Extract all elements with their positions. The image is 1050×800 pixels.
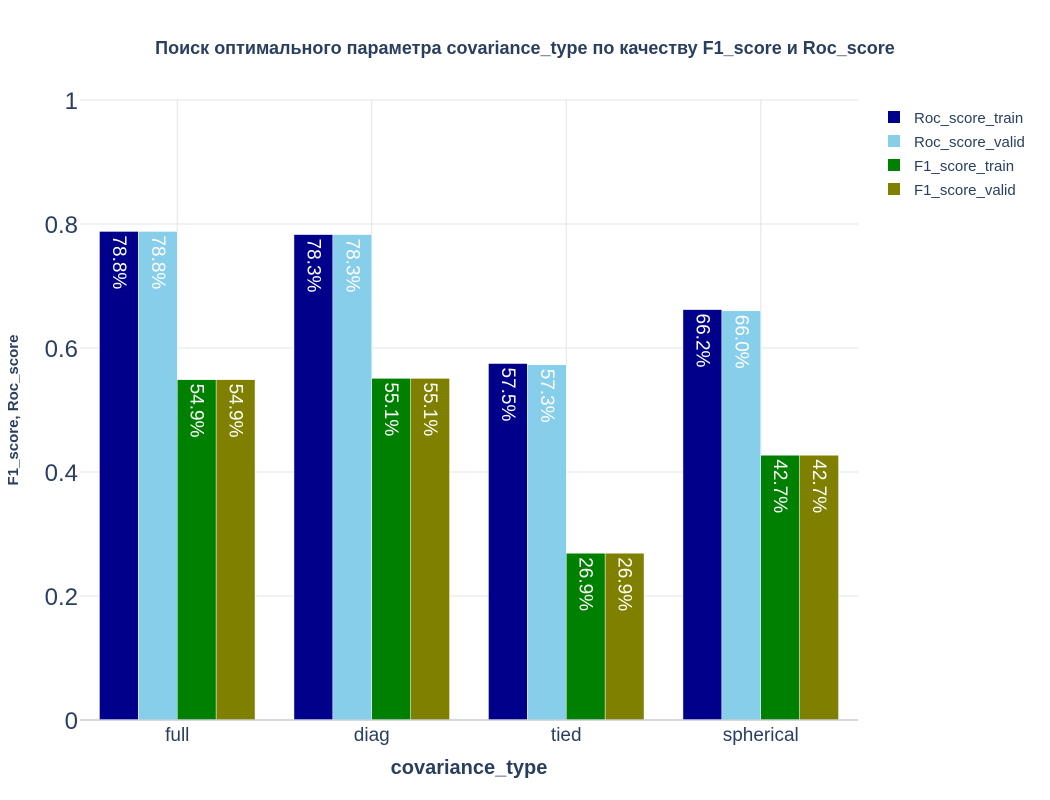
- legend-item-f1-score-train[interactable]: F1_score_train: [888, 158, 1014, 175]
- x-tick-label-spherical: spherical: [723, 725, 799, 746]
- data-label-f1-score-valid-tied: 26.9%: [614, 557, 635, 611]
- bar-roc-score-valid-full[interactable]: [138, 231, 178, 721]
- legend-swatch: [888, 183, 900, 195]
- bar-roc-score-valid-spherical[interactable]: [721, 310, 761, 721]
- data-label-roc-score-valid-diag: 78.3%: [341, 239, 362, 293]
- y-tick-label: 0: [65, 708, 78, 735]
- data-label-f1-score-train-tied: 26.9%: [575, 557, 596, 611]
- x-axis-title: covariance_type: [391, 757, 548, 779]
- bar-roc-score-train-diag[interactable]: [293, 234, 334, 721]
- x-tick-label-diag: diag: [354, 725, 390, 746]
- data-label-f1-score-train-full: 54.9%: [186, 384, 207, 438]
- data-label-roc-score-train-tied: 57.5%: [497, 368, 518, 422]
- bar-roc-score-valid-diag[interactable]: [332, 234, 373, 721]
- bar-roc-score-train-spherical[interactable]: [682, 309, 723, 721]
- y-tick-label: 0.6: [45, 336, 78, 363]
- legend-item-f1-score-valid[interactable]: F1_score_valid: [888, 182, 1016, 199]
- bar-f1-score-valid-spherical[interactable]: [799, 455, 839, 721]
- data-label-roc-score-valid-spherical: 66.0%: [730, 315, 751, 369]
- bar-f1-score-valid-full[interactable]: [215, 379, 256, 721]
- data-label-roc-score-valid-tied: 57.3%: [536, 369, 557, 423]
- data-label-roc-score-train-spherical: 66.2%: [691, 314, 712, 368]
- bar-labels: 78.8% 78.3% 57.5% 66.2% 78.8% 78.3% 57.3% 66.0%…: [108, 235, 829, 611]
- bar-f1-score-valid-tied[interactable]: [604, 552, 645, 721]
- legend-label: F1_score_train: [914, 158, 1014, 175]
- chart-title: Поиск оптимального параметра covariance_…: [155, 38, 895, 58]
- x-tick-label-full: full: [165, 725, 189, 746]
- data-label-f1-score-valid-full: 54.9%: [225, 384, 246, 438]
- x-tick-label-tied: tied: [551, 725, 582, 746]
- data-label-f1-score-valid-diag: 55.1%: [419, 382, 440, 436]
- data-label-roc-score-train-diag: 78.3%: [302, 239, 323, 293]
- legend-swatch: [888, 111, 900, 123]
- bars: [99, 231, 839, 721]
- legend-label: Roc_score_train: [914, 110, 1023, 127]
- data-label-f1-score-train-diag: 55.1%: [380, 382, 401, 436]
- data-label-f1-score-valid-spherical: 42.7%: [808, 459, 829, 513]
- data-label-f1-score-train-spherical: 42.7%: [769, 459, 790, 513]
- legend[interactable]: Roc_score_train Roc_score_valid F1_score_t…: [888, 110, 1025, 199]
- y-tick-label: 0.4: [45, 460, 78, 487]
- legend-swatch: [888, 135, 900, 147]
- bar-f1-score-train-spherical[interactable]: [760, 455, 800, 721]
- y-tick-label: 0.8: [45, 212, 78, 239]
- data-label-roc-score-valid-full: 78.8%: [147, 235, 168, 289]
- legend-item-roc-score-valid[interactable]: Roc_score_valid: [888, 134, 1025, 151]
- legend-swatch: [888, 159, 900, 171]
- legend-label: Roc_score_valid: [914, 134, 1025, 151]
- data-label-roc-score-train-full: 78.8%: [108, 235, 129, 289]
- legend-label: F1_score_valid: [914, 182, 1016, 199]
- legend-item-roc-score-train[interactable]: Roc_score_train: [888, 110, 1023, 127]
- y-tick-label: 1: [65, 88, 78, 115]
- bar-f1-score-valid-diag[interactable]: [410, 378, 450, 721]
- bar-roc-score-train-full[interactable]: [99, 231, 139, 721]
- axes: 0 0.2 0.4 0.6 0.8 1 full diag tied spherical: [45, 88, 858, 746]
- y-tick-label: 0.2: [45, 584, 78, 611]
- y-axis-title: F1_score, Roc_score: [5, 335, 22, 486]
